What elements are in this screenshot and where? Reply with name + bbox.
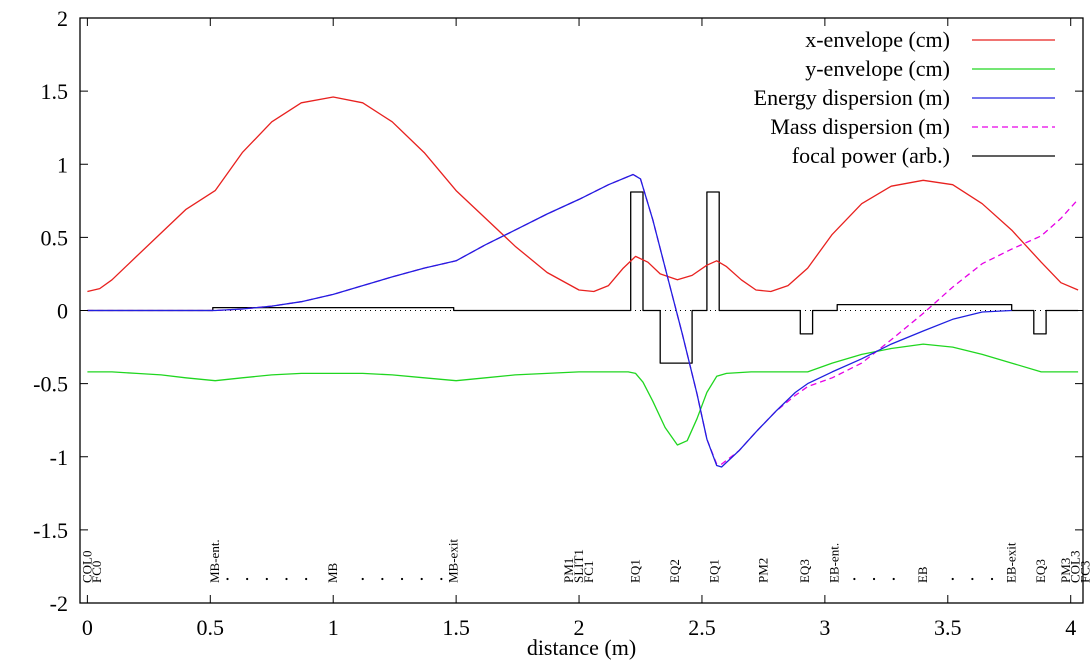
element-label: PM2: [755, 558, 770, 583]
series-line-3: [87, 173, 1079, 465]
series-line-1: [87, 343, 1079, 446]
element-dot: [246, 577, 249, 581]
element-dot: [400, 577, 404, 581]
x-tick-label: 2.5: [688, 615, 716, 640]
x-tick-labels: 0 0.5 1 1.5 2 2.5 3 3.5 4: [82, 615, 1076, 640]
x-tick-label: 0.5: [197, 615, 225, 640]
element-dot: [853, 577, 856, 581]
element-label: COL3: [1068, 551, 1083, 584]
element-dot: [892, 577, 895, 581]
element-dot: [361, 577, 364, 581]
x-tick-label: 1.5: [442, 615, 470, 640]
element-label: FC1: [581, 561, 596, 583]
element-dot: [305, 577, 308, 581]
element-dot: [951, 577, 954, 581]
x-tick-label: 2: [574, 615, 585, 640]
x-tick-label: 0: [82, 615, 93, 640]
element-label: EQ3: [1033, 559, 1048, 583]
element-label: MB: [325, 562, 340, 583]
series-line-4: [87, 191, 1079, 364]
element-label: EB-ent.: [827, 543, 842, 583]
element-dot: [265, 577, 268, 581]
x-tick-label: 3.5: [934, 615, 962, 640]
element-dot: [440, 577, 443, 581]
element-dot: [971, 577, 974, 581]
element-label: SLIT1: [571, 549, 586, 583]
y-tick-label: 0.5: [41, 225, 69, 250]
legend: x-envelope (cm) y-envelope (cm) Energy dis…: [754, 27, 1055, 168]
y-tick-label: 0: [57, 299, 68, 324]
y-tick-label: -2: [50, 591, 68, 616]
element-dot: [872, 577, 876, 581]
element-label: FC3: [1077, 561, 1091, 583]
series-layer: [87, 96, 1079, 468]
y-tick-label: 2: [57, 6, 68, 31]
element-label: EB-exit: [1004, 542, 1019, 583]
element-label: EQ1: [706, 559, 721, 583]
element-label: EQ2: [667, 559, 682, 583]
y-tick-label: -1.5: [33, 518, 68, 543]
legend-label: y-envelope (cm): [805, 56, 950, 81]
legend-label: Mass dispersion (m): [770, 114, 950, 139]
y-tick-label: 1.5: [41, 79, 69, 104]
series-line-2: [87, 173, 1012, 468]
element-label: MB-exit: [446, 539, 461, 583]
y-tick-label: 1: [57, 152, 68, 177]
y-tick-labels: -2 -1.5 -1 -0.5 0 0.5 1 1.5 2: [33, 6, 68, 616]
element-dot: [420, 577, 423, 581]
element-dot: [226, 577, 229, 581]
element-label: EB: [915, 566, 930, 583]
element-label: PM3: [1058, 558, 1073, 583]
plot-area: [80, 96, 1083, 468]
y-tick-label: -1: [50, 445, 68, 470]
plot-frame: [79, 17, 1084, 604]
element-label: COL0: [79, 551, 94, 584]
element-label: FC0: [89, 561, 104, 583]
x-axis-title: distance (m): [527, 635, 636, 660]
element-dot: [285, 577, 288, 581]
series-line-0: [87, 96, 1079, 293]
y-tick-label: -0.5: [33, 372, 68, 397]
legend-label: focal power (arb.): [792, 143, 950, 168]
x-tick-label: 1: [328, 615, 339, 640]
x-tick-label: 4: [1065, 615, 1076, 640]
element-dot: [381, 577, 384, 581]
legend-label: x-envelope (cm): [805, 27, 950, 52]
element-label: MB-ent.: [207, 539, 222, 583]
element-label: PM1: [561, 558, 576, 583]
legend-label: Energy dispersion (m): [754, 85, 950, 110]
element-dot: [990, 577, 994, 581]
element-label: EQ1: [628, 559, 643, 583]
element-label: EQ3: [797, 559, 812, 583]
x-tick-label: 3: [819, 615, 830, 640]
